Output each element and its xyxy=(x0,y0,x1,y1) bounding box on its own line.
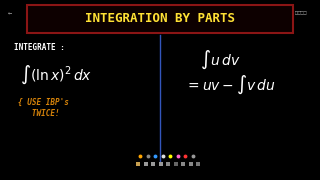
Text: INTEGRATE :: INTEGRATE : xyxy=(14,44,65,53)
FancyBboxPatch shape xyxy=(27,5,293,33)
Text: INTEGRATION BY PARTS: INTEGRATION BY PARTS xyxy=(85,12,235,26)
Text: $\int(\ln x)^2\,dx$: $\int(\ln x)^2\,dx$ xyxy=(20,64,92,86)
Text: ←: ← xyxy=(8,10,12,16)
Text: { USE IBP's
   TWICE!: { USE IBP's TWICE! xyxy=(18,98,69,118)
Text: □□□□: □□□□ xyxy=(295,10,307,15)
Text: $\int u\,dv$: $\int u\,dv$ xyxy=(200,49,240,71)
Text: $= uv - \int v\,du$: $= uv - \int v\,du$ xyxy=(185,74,276,96)
